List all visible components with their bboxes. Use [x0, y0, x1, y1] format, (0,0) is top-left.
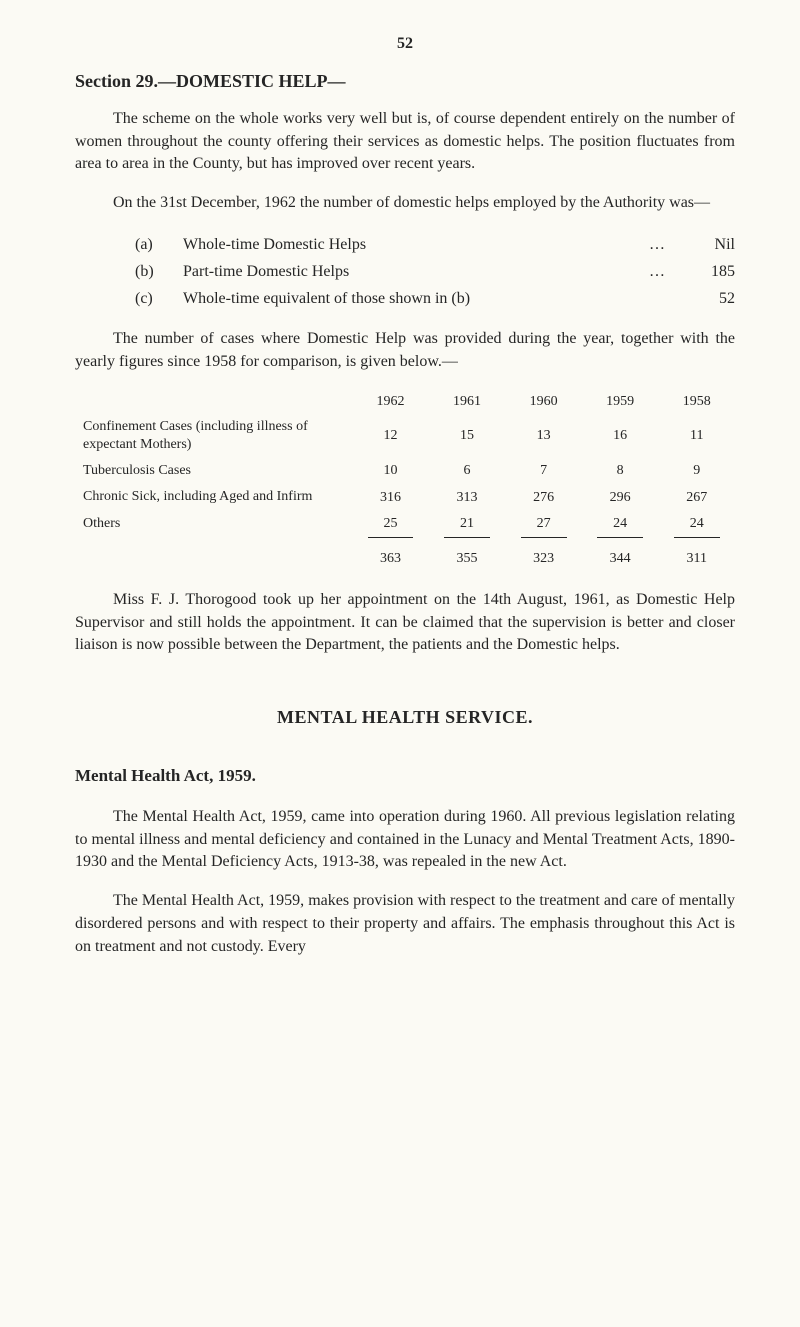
cell: 267 — [658, 484, 735, 510]
mental-health-title: MENTAL HEALTH SERVICE. — [75, 707, 735, 728]
total-cell: 323 — [505, 537, 582, 571]
list-item: (c) Whole-time equivalent of those shown… — [135, 285, 735, 312]
cell: 9 — [658, 458, 735, 484]
paragraph-4: Miss F. J. Thorogood took up her appoint… — [75, 589, 735, 657]
cell: 316 — [352, 484, 429, 510]
year-header: 1958 — [658, 390, 735, 414]
cell: 7 — [505, 458, 582, 484]
list-marker: (c) — [135, 285, 183, 312]
cell: 296 — [582, 484, 659, 510]
row-label: Others — [75, 511, 352, 537]
cell: 13 — [505, 414, 582, 458]
list-value: Nil — [665, 231, 735, 258]
table-row: Tuberculosis Cases 10 6 7 8 9 — [75, 458, 735, 484]
total-cell: 344 — [582, 537, 659, 571]
row-label: Chronic Sick, including Aged and Infirm — [75, 484, 352, 510]
row-label: Confinement Cases (including illness of … — [75, 414, 352, 458]
paragraph-3: The number of cases where Domestic Help … — [75, 328, 735, 373]
paragraph-2: On the 31st December, 1962 the number of… — [75, 192, 735, 215]
table-row: Others 25 21 27 24 24 — [75, 511, 735, 537]
cell: 24 — [582, 511, 659, 537]
row-label: Tuberculosis Cases — [75, 458, 352, 484]
list-value: 185 — [665, 258, 735, 285]
table-header-row: 1962 1961 1960 1959 1958 — [75, 390, 735, 414]
cell: 8 — [582, 458, 659, 484]
paragraph-1: The scheme on the whole works very well … — [75, 108, 735, 176]
list-item: (a) Whole-time Domestic Helps … Nil — [135, 231, 735, 258]
mental-health-subtitle: Mental Health Act, 1959. — [75, 766, 735, 786]
cell: 276 — [505, 484, 582, 510]
total-cell: 311 — [658, 537, 735, 571]
cell: 12 — [352, 414, 429, 458]
stats-table: 1962 1961 1960 1959 1958 Confinement Cas… — [75, 390, 735, 571]
cell: 16 — [582, 414, 659, 458]
employment-list: (a) Whole-time Domestic Helps … Nil (b) … — [135, 231, 735, 313]
list-item: (b) Part-time Domestic Helps … 185 — [135, 258, 735, 285]
cell: 313 — [429, 484, 506, 510]
list-text: Whole-time Domestic Helps — [183, 231, 649, 258]
year-header: 1960 — [505, 390, 582, 414]
list-marker: (a) — [135, 231, 183, 258]
cell: 24 — [658, 511, 735, 537]
cell: 11 — [658, 414, 735, 458]
total-cell: 363 — [352, 537, 429, 571]
cell: 21 — [429, 511, 506, 537]
page-number: 52 — [75, 35, 735, 53]
cell: 25 — [352, 511, 429, 537]
table-row: Chronic Sick, including Aged and Infirm … — [75, 484, 735, 510]
total-cell: 355 — [429, 537, 506, 571]
cell: 27 — [505, 511, 582, 537]
section-heading: Section 29.—DOMESTIC HELP— — [75, 71, 735, 92]
year-header: 1962 — [352, 390, 429, 414]
list-dots: … — [649, 258, 665, 285]
list-dots: … — [649, 231, 665, 258]
list-text: Part-time Domestic Helps — [183, 258, 649, 285]
list-marker: (b) — [135, 258, 183, 285]
list-text: Whole-time equivalent of those shown in … — [183, 285, 665, 312]
paragraph-6: The Mental Health Act, 1959, makes provi… — [75, 890, 735, 958]
table-row: Confinement Cases (including illness of … — [75, 414, 735, 458]
year-header: 1959 — [582, 390, 659, 414]
paragraph-5: The Mental Health Act, 1959, came into o… — [75, 806, 735, 874]
year-header: 1961 — [429, 390, 506, 414]
table-totals-row: 363 355 323 344 311 — [75, 537, 735, 571]
cell: 6 — [429, 458, 506, 484]
cell: 10 — [352, 458, 429, 484]
cell: 15 — [429, 414, 506, 458]
list-value: 52 — [665, 285, 735, 312]
